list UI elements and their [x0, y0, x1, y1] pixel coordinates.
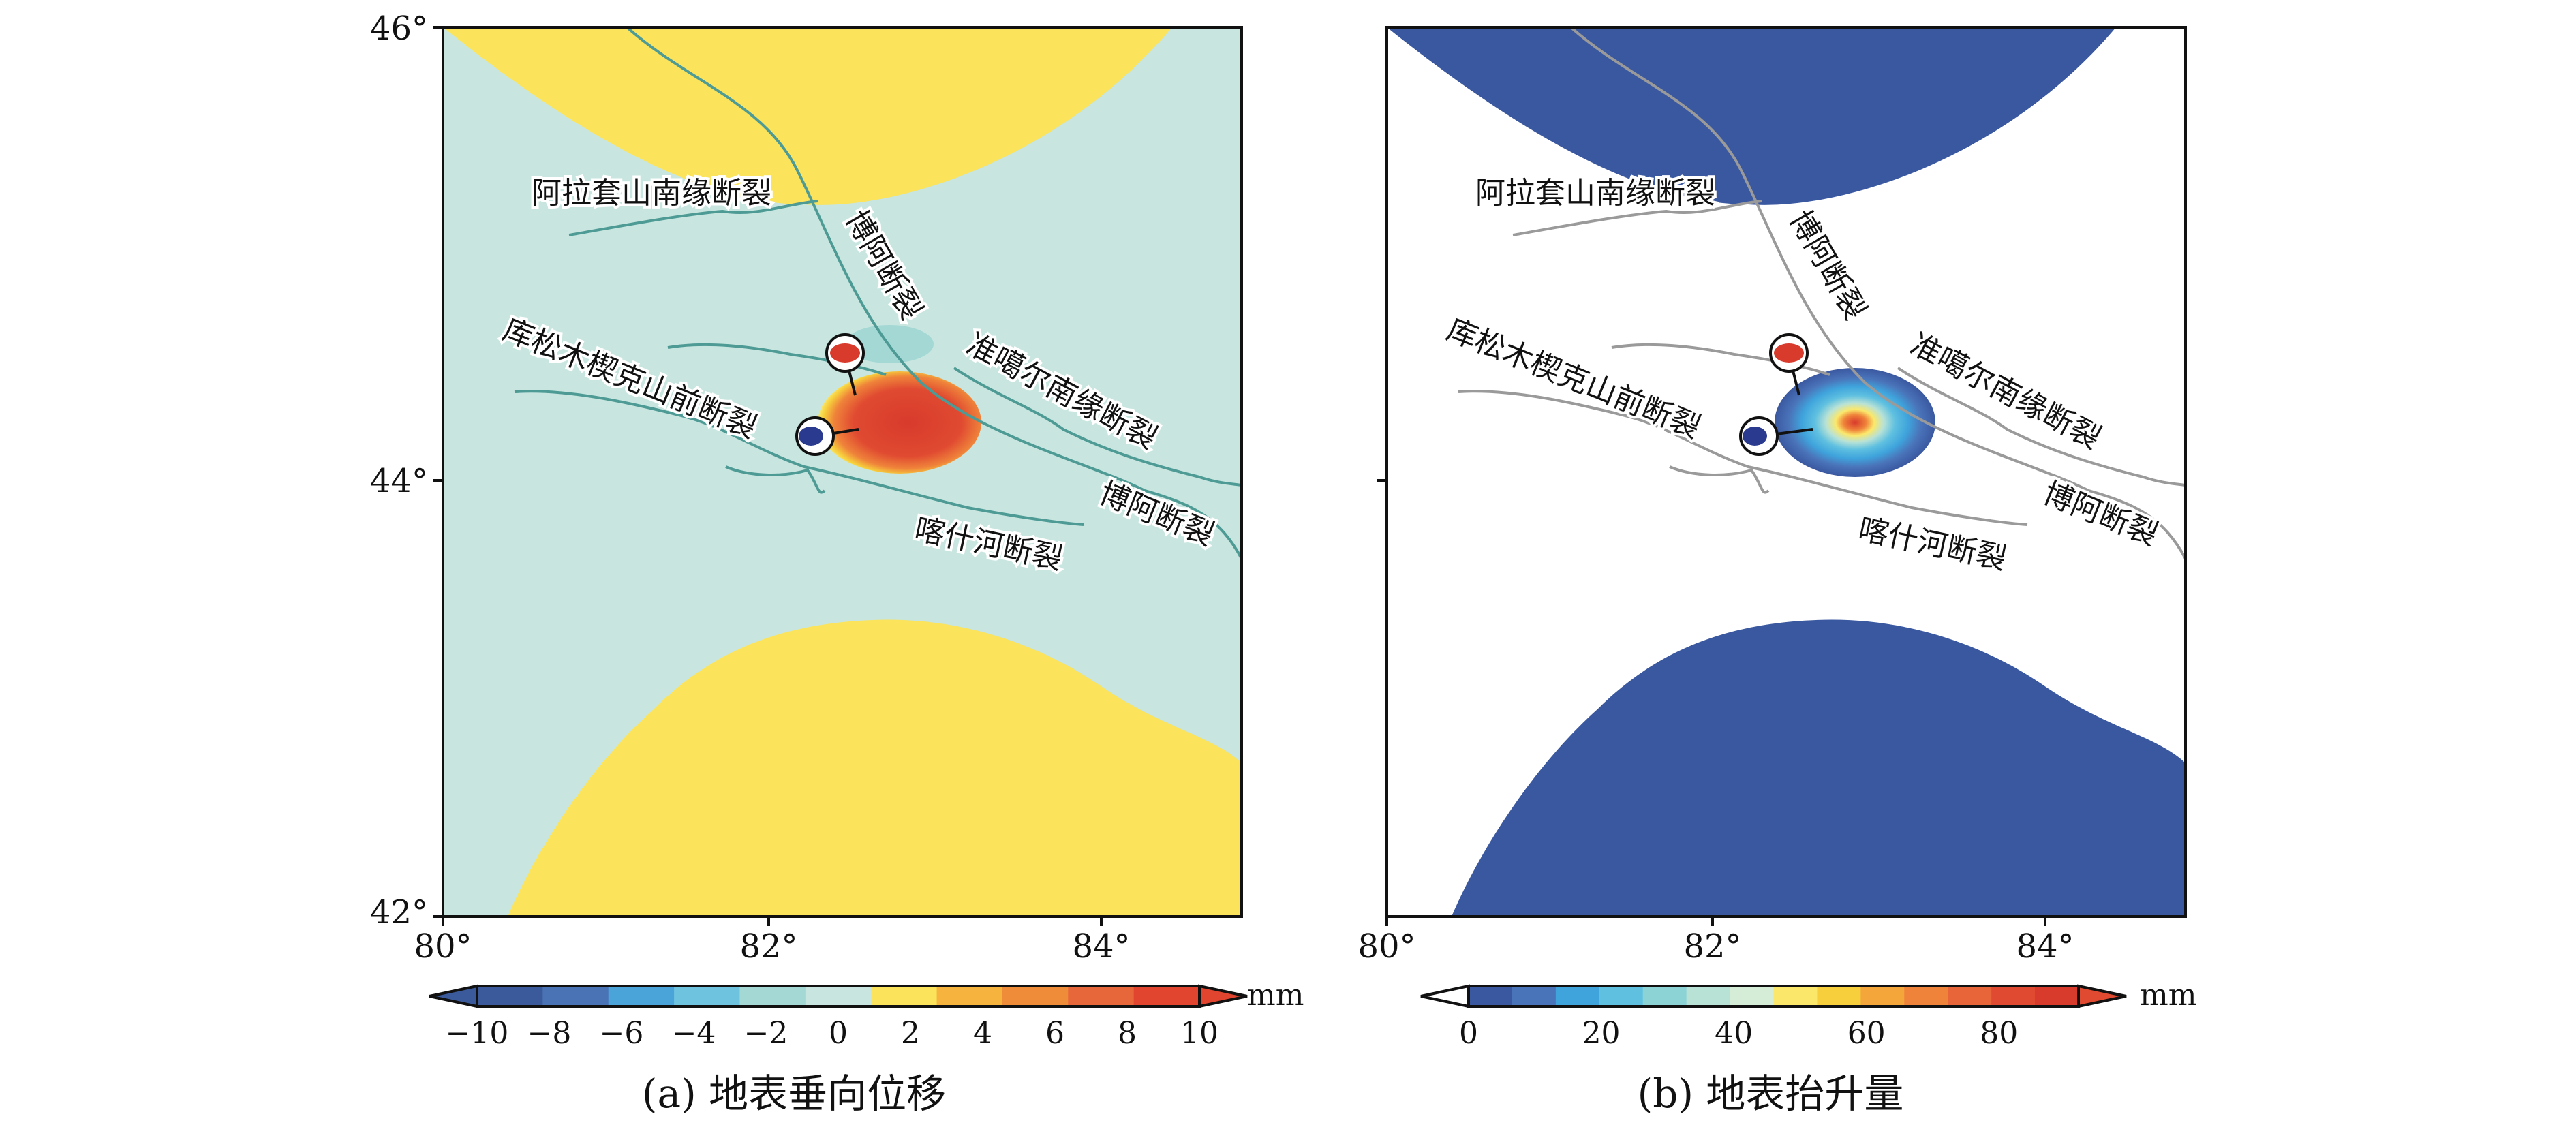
panel-b-frame [1385, 26, 2187, 918]
colorbar-swatch [1002, 986, 1069, 1006]
colorbar-swatch [1948, 986, 1992, 1006]
colorbar-swatch [674, 986, 740, 1006]
x-tick-82: 82° [1683, 927, 1741, 966]
colorbar-swatch [2035, 986, 2079, 1006]
fault-line-alatau [568, 200, 818, 236]
colorbar-swatch [1860, 986, 1905, 1006]
colorbar-tick-label: 40 [1715, 1016, 1753, 1051]
colorbar-swatch [1730, 986, 1774, 1006]
y-tick-44: 44° [370, 462, 428, 500]
colorbar-swatch [1555, 986, 1600, 1006]
colorbar-swatch [1512, 986, 1557, 1006]
colorbar-b-unit: mm [2140, 978, 2196, 1013]
panel-b: 阿拉套山南缘断裂 博阿断裂 库松木楔克山前断裂 准噶尔南缘断裂 博阿断裂 喀什河… [1358, 26, 2196, 1117]
colorbar-swatch [1642, 986, 1687, 1006]
colorbar-tick-label: 0 [1459, 1016, 1478, 1051]
colorbar-a [429, 984, 1248, 1008]
fault-line-kusongmu [667, 343, 887, 376]
panel-a: 阿拉套山南缘断裂 博阿断裂 库松木楔克山前断裂 准噶尔南缘断裂 博阿断裂 喀什河… [370, 10, 1304, 1117]
panel-a-ticks [433, 26, 1103, 926]
colorbar-swatch [871, 986, 938, 1006]
colorbar-swatch [739, 986, 806, 1006]
colorbar-arrow-left [429, 984, 478, 1008]
colorbar-arrow-right [2077, 984, 2127, 1008]
uplift-zone-south [1452, 619, 2186, 916]
fault-line-junggar [953, 367, 1242, 487]
fault-line-alatau [1512, 200, 1762, 236]
colorbar-tick-label: 0 [829, 1016, 848, 1051]
beachball-south [1739, 416, 1779, 456]
colorbar-arrow-right [1198, 984, 1248, 1008]
fault-label-1: 阿拉套山南缘断裂 [1475, 176, 1715, 211]
panel-b-map: 阿拉套山南缘断裂 博阿断裂 库松木楔克山前断裂 准噶尔南缘断裂 博阿断裂 喀什河… [1387, 27, 2186, 916]
colorbar-frame [476, 985, 1201, 1008]
fault-label-1: 阿拉套山南缘断裂 [532, 176, 771, 211]
colorbar-tick-label: 80 [1980, 1016, 2018, 1051]
beachball-south [795, 416, 835, 456]
beachball-north [825, 333, 865, 373]
fault-line-kashi [514, 390, 1084, 526]
colorbar-tick-label: −4 [672, 1016, 716, 1051]
colorbar-swatch [542, 986, 609, 1006]
panel-a-frame [442, 26, 1243, 918]
uplift-zone-north [443, 27, 1172, 205]
colorbar-tick-label: −10 [446, 1016, 509, 1051]
colorbar-b-labels: 0 20 40 60 80 [1459, 1016, 2018, 1051]
colorbar-swatch [936, 986, 1003, 1006]
caption-a: (a) 地表垂向位移 [642, 1070, 946, 1117]
colorbar-tick-label: 2 [901, 1016, 920, 1051]
fault-line-boa [1569, 27, 2186, 559]
panel-a-map: 阿拉套山南缘断裂 博阿断裂 库松木楔克山前断裂 准噶尔南缘断裂 博阿断裂 喀什河… [443, 27, 1242, 916]
colorbar-tick-label: −2 [744, 1016, 788, 1051]
x-tick-80: 80° [414, 927, 472, 966]
colorbar-tick-label: −6 [600, 1016, 644, 1051]
colorbar-tick-label: 20 [1582, 1016, 1621, 1051]
colorbar-arrow-left [1420, 984, 1470, 1008]
fault-line-minor [1669, 465, 1770, 494]
fault-lines [514, 27, 1242, 559]
x-tick-84: 84° [2016, 927, 2074, 966]
colorbar-swatch [1904, 986, 1948, 1006]
fault-lines [1458, 27, 2186, 559]
colorbar-swatch [608, 986, 675, 1006]
uplift-core [818, 371, 981, 474]
colorbar-swatch [1599, 986, 1644, 1006]
colorbar-a-labels: −10 −8 −6 −4 −2 0 2 4 6 8 10 [446, 1016, 1218, 1051]
beachball-north [1769, 333, 1809, 373]
colorbar-a-unit: mm [1247, 978, 1304, 1013]
colorbar-tick-label: −8 [527, 1016, 572, 1051]
colorbar-swatch [1686, 986, 1731, 1006]
colorbar-tick-label: 6 [1045, 1016, 1064, 1051]
colorbar-swatch [805, 986, 872, 1006]
colorbar-swatch [1068, 986, 1135, 1006]
fault-line-junggar [1897, 367, 2186, 487]
x-tick-80: 80° [1358, 927, 1415, 966]
uplift-zone-south [508, 619, 1242, 916]
colorbar-tick-label: 10 [1180, 1016, 1218, 1051]
colorbar-tick-label: 8 [1118, 1016, 1137, 1051]
caption-b: (b) 地表抬升量 [1638, 1070, 1904, 1117]
uplift-zone-north [1387, 27, 2116, 205]
colorbar-swatch [1991, 986, 2036, 1006]
fault-line-kusongmu [1611, 343, 1830, 376]
y-tick-46: 46° [370, 10, 428, 48]
colorbar-frame [1467, 985, 2080, 1008]
colorbar-swatch [1773, 986, 1818, 1006]
colorbar-tick-label: 4 [973, 1016, 992, 1051]
y-tick-42: 42° [370, 893, 428, 931]
colorbar-swatch [1817, 986, 1861, 1006]
colorbar-swatch [477, 986, 543, 1006]
colorbar-swatch [1133, 986, 1200, 1006]
uplift-core [1775, 368, 1935, 477]
fault-line-minor [725, 465, 826, 494]
x-tick-82: 82° [739, 927, 797, 966]
colorbar-swatch [1469, 986, 1513, 1006]
fault-line-boa [626, 27, 1242, 559]
panel-b-ticks [1377, 479, 2046, 926]
fault-line-kashi [1458, 390, 2028, 526]
x-tick-84: 84° [1072, 927, 1130, 966]
colorbar-b [1420, 984, 2127, 1008]
colorbar-tick-label: 60 [1847, 1016, 1886, 1051]
